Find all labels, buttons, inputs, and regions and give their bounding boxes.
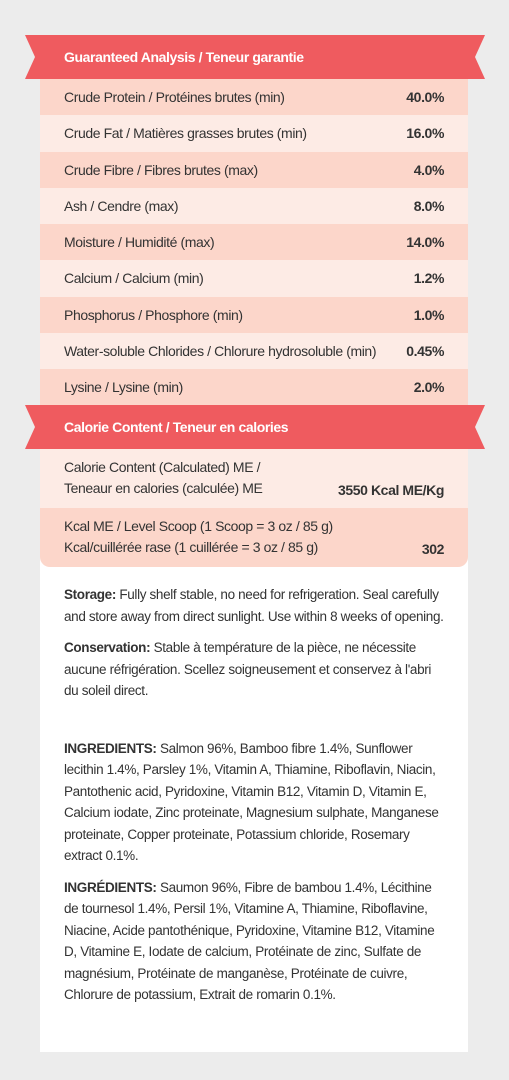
table-row: Calorie Content (Calculated) ME / Teneaur… — [40, 449, 468, 508]
table-row: Lysine / Lysine (min) 2.0% — [40, 369, 468, 406]
calorie-table: Calorie Content (Calculated) ME / Teneaur… — [40, 449, 468, 567]
table-row: Calcium / Calcium (min) 1.2% — [40, 260, 468, 297]
table-row: Phosphorus / Phosphore (min) 1.0% — [40, 296, 468, 334]
row-label: Calcium / Calcium (min) — [64, 270, 204, 287]
analysis-table: Crude Protein / Protéines brutes (min) 40… — [40, 79, 468, 406]
row-label: Crude Fat / Matières grasses brutes (min… — [64, 125, 307, 142]
row-label: Kcal ME / Level Scoop (1 Scoop = 3 oz / … — [64, 516, 333, 558]
paragraph-lead: INGRÉDIENTS: — [64, 879, 157, 895]
ribbon-shape — [25, 35, 485, 79]
paragraph: Storage: Fully shelf stable, no need for… — [64, 584, 448, 627]
row-label: Phosphorus / Phosphore (min) — [64, 306, 243, 323]
row-value: 14.0% — [406, 234, 444, 251]
row-value: 40.0% — [406, 89, 444, 105]
row-label: Calorie Content (Calculated) ME / Teneaur… — [64, 457, 263, 499]
row-value: 0.45% — [406, 343, 444, 360]
row-label: Moisture / Humidité (max) — [64, 234, 215, 251]
paragraph-lead: Storage: — [64, 587, 116, 602]
table-row: Ash / Cendre (max) 8.0% — [40, 187, 468, 225]
paragraph-lead: Conservation: — [64, 640, 151, 655]
paragraph-lead: INGREDIENTS: — [64, 740, 157, 756]
paragraph-text: Salmon 96%, Bamboo fibre 1.4%, Sunflower… — [64, 740, 439, 864]
row-label-line: Kcal/cuillérée rase (1 cuillérée = 3 oz … — [64, 539, 318, 555]
table-row: Moisture / Humidité (max) 14.0% — [40, 224, 468, 261]
row-label-line: Teneaur en calories (calculée) ME — [64, 480, 263, 496]
section-ribbon: Calorie Content / Teneur en calories — [25, 405, 485, 449]
row-value: 302 — [421, 541, 445, 557]
row-label-line: Kcal ME / Level Scoop (1 Scoop = 3 oz / … — [64, 518, 333, 534]
section-title: Calorie Content / Teneur en calories — [64, 419, 289, 435]
row-label: Water-soluble Chlorides / Chlorure hydro… — [64, 343, 377, 360]
row-value: 2.0% — [413, 379, 445, 396]
table-row: Crude Fibre / Fibres brutes (max) 4.0% — [40, 151, 468, 188]
paragraph-text: Stable à température de la pièce, ne néc… — [64, 640, 432, 698]
paragraph: Conservation: Stable à température de la… — [64, 637, 448, 702]
row-value: 8.0% — [413, 197, 445, 214]
table-row: Crude Protein / Protéines brutes (min) 40… — [40, 79, 468, 116]
section-title: Guaranteed Analysis / Teneur garantie — [64, 49, 304, 65]
row-value: 1.2% — [413, 270, 445, 287]
paragraph-text: Saumon 96%, Fibre de bambou 1.4%, Lécith… — [64, 879, 435, 1003]
paragraph: INGRÉDIENTS: Saumon 96%, Fibre de bambou… — [64, 877, 448, 1006]
table-row: Kcal ME / Level Scoop (1 Scoop = 3 oz / … — [40, 508, 468, 567]
paragraph-text: Fully shelf stable, no need for refriger… — [64, 587, 444, 624]
table-row: Water-soluble Chlorides / Chlorure hydro… — [40, 333, 468, 370]
row-label: Lysine / Lysine (min) — [64, 379, 183, 396]
row-label-line: Calorie Content (Calculated) ME / — [64, 459, 261, 475]
row-label: Crude Protein / Protéines brutes (min) — [64, 89, 285, 105]
text-block: Storage: Fully shelf stable, no need for… — [64, 584, 448, 1016]
paragraph: INGREDIENTS: Salmon 96%, Bamboo fibre 1.… — [64, 738, 448, 867]
row-label: Ash / Cendre (max) — [64, 197, 179, 214]
ribbon-shape — [25, 405, 485, 449]
row-label: Crude Fibre / Fibres brutes (max) — [64, 161, 258, 178]
row-value: 16.0% — [406, 125, 444, 142]
row-value: 1.0% — [413, 306, 445, 323]
row-value: 4.0% — [413, 161, 445, 178]
row-value: 3550 Kcal ME/Kg — [337, 482, 444, 498]
section-ribbon: Guaranteed Analysis / Teneur garantie — [25, 35, 485, 79]
table-row: Crude Fat / Matières grasses brutes (min… — [40, 115, 468, 152]
